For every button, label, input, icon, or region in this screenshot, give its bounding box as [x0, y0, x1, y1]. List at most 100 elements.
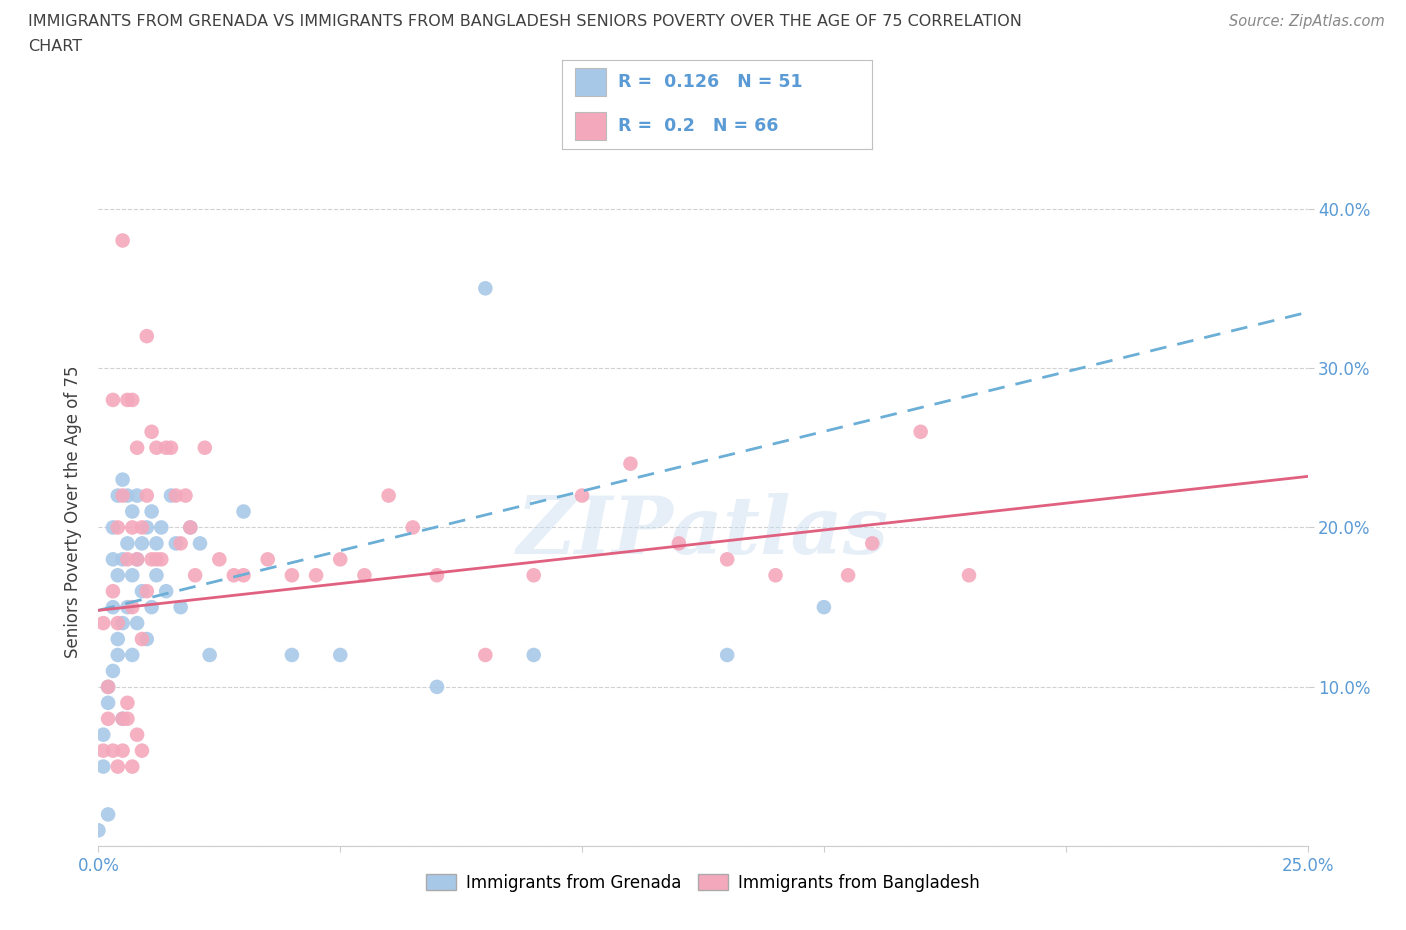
Point: [111, 551, 134, 566]
Point: [127, 488, 149, 503]
Text: ZIPatlas: ZIPatlas: [517, 493, 889, 570]
Y-axis label: Seniors Poverty Over the Age of 75: Seniors Poverty Over the Age of 75: [65, 365, 83, 658]
Point: [179, 520, 201, 535]
Point: [101, 551, 124, 566]
Point: [107, 631, 129, 646]
Point: [97, 680, 120, 695]
Point: [169, 600, 191, 615]
Point: [111, 711, 134, 726]
Point: [91, 759, 114, 774]
Point: [121, 520, 143, 535]
Point: [101, 584, 124, 599]
Point: [131, 584, 153, 599]
Point: [121, 392, 143, 407]
Point: [101, 743, 124, 758]
Point: [111, 488, 134, 503]
Point: [145, 551, 167, 566]
FancyBboxPatch shape: [575, 112, 606, 140]
Point: [619, 457, 641, 472]
Point: [91, 727, 114, 742]
Point: [426, 568, 449, 583]
Point: [198, 647, 221, 662]
Point: [135, 520, 157, 535]
Point: [107, 488, 129, 503]
Point: [127, 551, 149, 566]
Point: [281, 647, 304, 662]
Point: [111, 616, 134, 631]
Point: [141, 600, 163, 615]
Point: [150, 520, 173, 535]
Point: [107, 759, 129, 774]
Point: [97, 696, 120, 711]
Point: [121, 568, 143, 583]
Point: [141, 424, 163, 439]
Point: [402, 520, 425, 535]
Point: [377, 488, 399, 503]
Point: [860, 536, 883, 551]
Point: [117, 488, 139, 503]
Point: [305, 568, 328, 583]
Point: [131, 520, 153, 535]
Text: R =  0.2   N = 66: R = 0.2 N = 66: [619, 117, 779, 135]
Point: [107, 520, 129, 535]
Point: [188, 536, 211, 551]
Point: [910, 424, 932, 439]
Point: [281, 568, 304, 583]
Point: [523, 568, 546, 583]
Point: [121, 504, 143, 519]
Point: [668, 536, 690, 551]
Point: [169, 536, 191, 551]
Text: CHART: CHART: [28, 39, 82, 54]
Point: [131, 536, 153, 551]
Point: [184, 568, 207, 583]
Point: [117, 392, 139, 407]
Point: [426, 680, 449, 695]
Point: [155, 584, 177, 599]
Point: [208, 551, 231, 566]
Point: [121, 600, 143, 615]
Point: [232, 504, 254, 519]
Point: [716, 551, 738, 566]
Text: R =  0.126   N = 51: R = 0.126 N = 51: [619, 73, 803, 90]
Point: [160, 440, 183, 455]
Legend: Immigrants from Grenada, Immigrants from Bangladesh: Immigrants from Grenada, Immigrants from…: [419, 867, 987, 898]
Point: [87, 823, 110, 838]
Point: [127, 727, 149, 742]
Point: [716, 647, 738, 662]
Point: [256, 551, 278, 566]
Point: [474, 281, 496, 296]
Point: [194, 440, 217, 455]
Point: [97, 711, 120, 726]
Point: [141, 551, 163, 566]
Point: [127, 551, 149, 566]
Point: [179, 520, 201, 535]
Point: [837, 568, 859, 583]
Point: [101, 392, 124, 407]
Point: [135, 488, 157, 503]
Point: [111, 233, 134, 248]
Point: [135, 328, 157, 343]
Point: [117, 696, 139, 711]
Point: [474, 647, 496, 662]
Point: [111, 743, 134, 758]
Point: [160, 488, 183, 503]
Point: [107, 568, 129, 583]
Point: [765, 568, 787, 583]
Point: [957, 568, 980, 583]
Point: [145, 440, 167, 455]
Point: [150, 551, 173, 566]
FancyBboxPatch shape: [575, 68, 606, 96]
Point: [121, 759, 143, 774]
Point: [117, 536, 139, 551]
Point: [165, 536, 187, 551]
Point: [91, 743, 114, 758]
Point: [571, 488, 593, 503]
Point: [117, 600, 139, 615]
Text: IMMIGRANTS FROM GRENADA VS IMMIGRANTS FROM BANGLADESH SENIORS POVERTY OVER THE A: IMMIGRANTS FROM GRENADA VS IMMIGRANTS FR…: [28, 14, 1022, 29]
Point: [101, 663, 124, 678]
Point: [107, 616, 129, 631]
Point: [813, 600, 835, 615]
Point: [135, 631, 157, 646]
Point: [97, 680, 120, 695]
Point: [101, 520, 124, 535]
